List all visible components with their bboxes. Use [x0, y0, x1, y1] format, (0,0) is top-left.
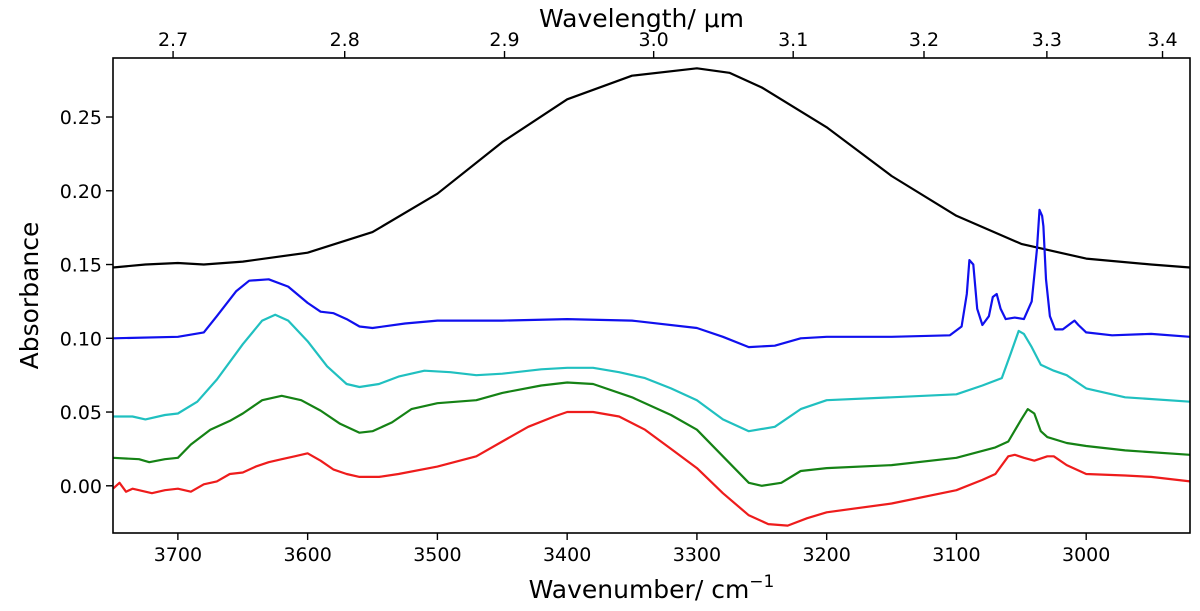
x-tick-label: 3500 — [413, 544, 461, 566]
y-axis-title: Absorbance — [15, 222, 44, 370]
y-tick-label: 0.15 — [60, 255, 102, 277]
series-line-1 — [112, 67, 1191, 269]
y-tick-label: 0.05 — [60, 402, 102, 424]
x2-axis-title: Wavelength/ μm — [539, 4, 744, 33]
x-tick-label: 3000 — [1062, 544, 1110, 566]
y-tick-label: 0.25 — [60, 107, 102, 129]
x-tick-label: 3700 — [154, 544, 202, 566]
x2-tick-label: 3.4 — [1147, 29, 1177, 51]
x-axis-title-superscript: −1 — [749, 572, 774, 592]
y-tick-label: 0.10 — [60, 328, 102, 350]
x2-tick-label: 3.3 — [1032, 29, 1062, 51]
y-tick-label: 0.00 — [60, 476, 102, 498]
x-tick-label: 3400 — [543, 544, 591, 566]
x2-tick-label: 2.7 — [158, 29, 188, 51]
x-axis-title-text: Wavenumber/ cm — [529, 575, 750, 604]
x-axis-title: Wavenumber/ cm−1 — [529, 572, 775, 604]
tick-layer: 3700 3600 3500 3400 3300 3200 3100 3000 0.00 0.05… — [60, 29, 1178, 566]
series-line-3 — [113, 313, 1191, 433]
series-line-5 — [112, 410, 1191, 527]
x2-tick-label: 2.8 — [330, 29, 360, 51]
x-tick-label: 3200 — [802, 544, 850, 566]
x-tick-label: 3100 — [932, 544, 980, 566]
series-line-4 — [112, 381, 1191, 487]
series-line-2 — [112, 208, 1191, 349]
plot-frame — [112, 57, 1191, 534]
x2-tick-label: 3.0 — [639, 29, 669, 51]
x-tick-label: 3300 — [673, 544, 721, 566]
x-tick-label: 3600 — [283, 544, 331, 566]
x2-tick-label: 3.1 — [778, 29, 808, 51]
x2-tick-label: 2.9 — [489, 29, 519, 51]
x2-tick-label: 3.2 — [909, 29, 939, 51]
series-layer — [112, 67, 1191, 527]
y-tick-label: 0.20 — [60, 181, 102, 203]
